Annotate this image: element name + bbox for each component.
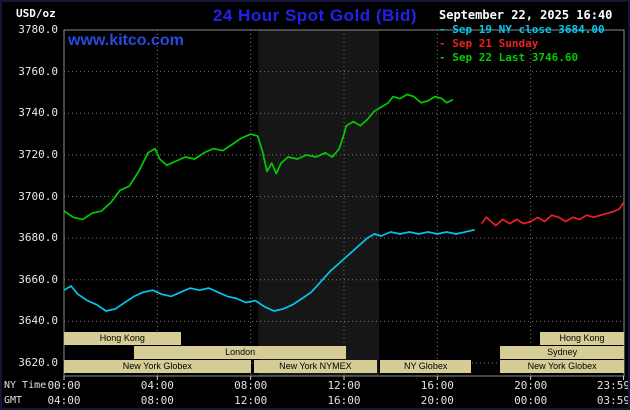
price-line [63,228,475,312]
datetime-label: September 22, 2025 16:40 [439,8,613,22]
session-bar: Hong Kong [540,332,624,345]
y-tick-label: 3780.0 [18,23,58,36]
x-tick-label: 08:00 [234,379,268,392]
x-tick-label: 04:00 [140,379,174,392]
price-line [481,202,625,227]
legend-item: - Sep 22 Last 3746.60 [439,51,579,64]
x-tick-label: 04:00 [47,394,81,407]
legend-item: - Sep 19 NY close 3684.00 [439,23,605,36]
x-tick-label: 20:00 [420,394,454,407]
x-tick-label: 00:00 [514,394,548,407]
legend-item: - Sep 21 Sunday [439,37,539,50]
y-tick-label: 3740.0 [18,106,58,120]
x-tick-label: 16:00 [420,379,454,392]
y-tick-label: 3660.0 [18,272,58,286]
y-tick-label: 3640.0 [18,314,58,328]
nymex-session-band [258,30,379,376]
x-axis-row-label: GMT [4,395,23,406]
x-tick-label: 08:00 [140,394,174,407]
session-bar: Hong Kong [64,332,181,345]
x-tick-label: 20:00 [514,379,548,392]
x-tick-label: 12:00 [327,379,361,392]
x-tick-label: 00:00 [47,379,81,392]
x-tick-label: 03:59 [596,394,630,407]
session-bar: London [134,346,347,359]
y-tick-label: 3620.0 [18,356,58,369]
session-bar: Sydney [500,346,624,359]
price-line [63,93,454,221]
y-tick-label: 3720.0 [18,147,58,161]
y-tick-label: 3760.0 [18,64,58,78]
x-tick-label: 23:59 [596,379,630,392]
y-tick-label: 3700.0 [18,189,58,203]
legend: - Sep 19 NY close 3684.00- Sep 21 Sunday… [439,23,605,65]
x-tick-label: 12:00 [234,394,268,407]
x-axis-row-label: NY Time [4,380,47,391]
session-bar: NY Globex [380,360,472,373]
y-tick-label: 3680.0 [18,231,58,245]
session-bar: New York Globex [64,360,251,373]
chart-title: 24 Hour Spot Gold (Bid) [212,6,418,25]
kitco-watermark[interactable]: www.kitco.com [68,32,184,49]
x-tick-label: 16:00 [327,394,361,407]
session-bar: New York Globex [500,360,624,373]
unit-label: USD/oz [16,7,56,20]
session-bar: New York NYMEX [254,360,377,373]
